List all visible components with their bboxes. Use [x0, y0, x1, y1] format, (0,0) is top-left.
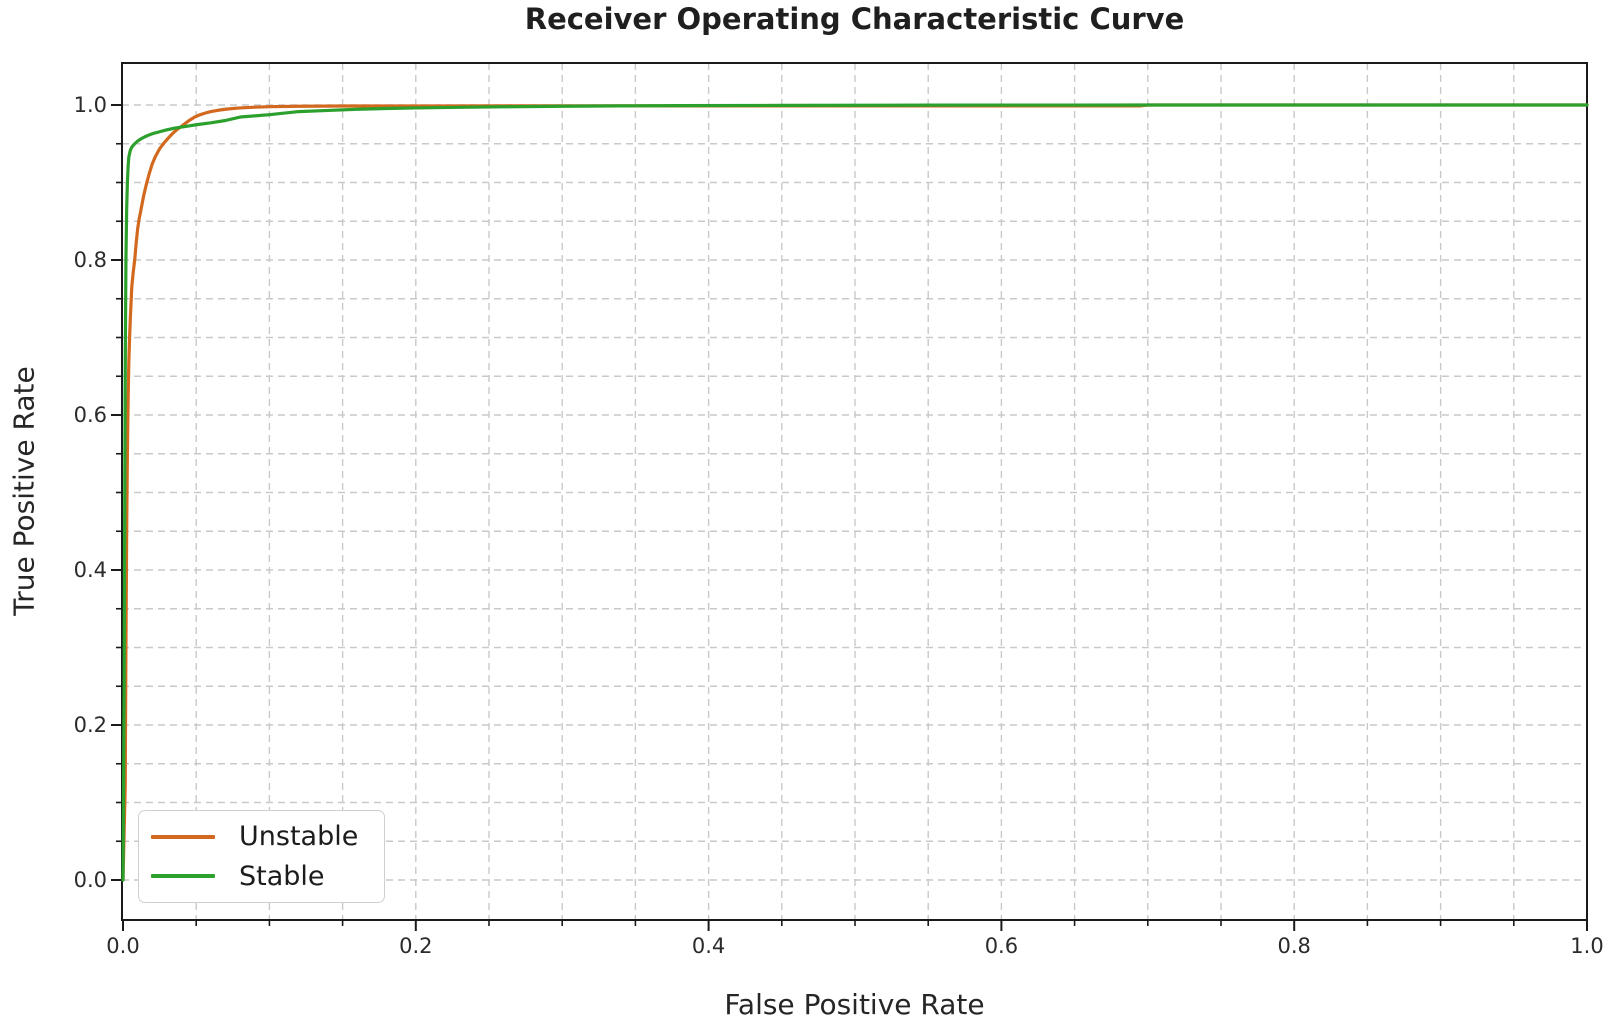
y-tick-label-0.6: 0.6: [73, 403, 107, 427]
x-tick-label-0.4: 0.4: [691, 934, 726, 958]
y-tick-label-0.4: 0.4: [73, 558, 107, 582]
y-tick-label-1.0: 1.0: [73, 93, 107, 117]
y-tick-label-0.8: 0.8: [73, 248, 107, 272]
x-tick-label-0.6: 0.6: [984, 934, 1019, 958]
legend-item-unstable: Unstable: [139, 821, 384, 852]
y-tick-label-0.0: 0.0: [73, 868, 107, 892]
legend-label-unstable: Unstable: [239, 821, 359, 853]
legend: Unstable Stable: [138, 810, 385, 903]
x-tick-label-0.0: 0.0: [106, 934, 140, 958]
x-tick-label-0.8: 0.8: [1277, 934, 1311, 958]
legend-line-stable: [151, 874, 215, 879]
chart-title: Receiver Operating Characteristic Curve: [524, 2, 1185, 36]
legend-item-stable: Stable: [139, 861, 384, 892]
x-tick-label-1.0: 1.0: [1570, 934, 1604, 958]
roc-curve-stable: [121, 103, 1589, 882]
x-tick-label-0.2: 0.2: [399, 934, 433, 958]
x-axis-label: False Positive Rate: [724, 988, 985, 1021]
y-tick-label-0.2: 0.2: [73, 713, 107, 737]
plot-border: [121, 62, 1588, 921]
roc-curve-unstable: [121, 103, 1589, 882]
legend-label-stable: Stable: [239, 860, 325, 892]
legend-line-unstable: [151, 834, 215, 839]
y-axis-label: True Positive Rate: [7, 366, 41, 616]
